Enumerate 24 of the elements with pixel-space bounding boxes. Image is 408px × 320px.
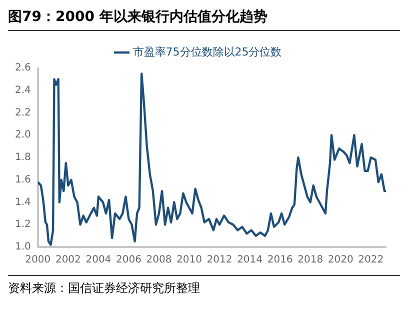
x-tick-label: 2008 (146, 254, 172, 266)
y-tick-label: 1.6 (14, 174, 31, 186)
x-tick-label: 2012 (206, 254, 232, 266)
x-tick-label: 2006 (116, 254, 142, 266)
chart-title: 图79：2000 年以来银行内估值分化趋势 (8, 8, 400, 31)
y-tick-label: 1.0 (14, 242, 31, 253)
x-tick-label: 2004 (86, 254, 112, 266)
y-tick-label: 1.2 (14, 219, 31, 230)
x-tick-label: 2020 (328, 254, 354, 266)
x-tick-label: 2014 (237, 254, 263, 266)
x-tick-label: 2022 (358, 254, 384, 266)
text: 资料来源：国信证券经济研究所整理 (8, 275, 400, 297)
y-tick-label: 2.0 (14, 130, 31, 141)
x-tick-label: 2002 (55, 254, 81, 266)
y-tick-label: 2.6 (14, 62, 31, 74)
legend-label: 市盈率75分位数除以25分位数 (132, 45, 282, 58)
y-tick-label: 2.2 (14, 107, 31, 118)
x-tick-label: 2000 (25, 254, 51, 266)
x-tick-label: 2016 (267, 254, 293, 266)
x-tick-label: 2018 (298, 254, 324, 266)
x-tick-label: 2010 (176, 254, 202, 266)
y-tick-label: 1.4 (14, 196, 31, 208)
y-tick-label: 2.4 (14, 84, 31, 96)
y-tick-label: 1.8 (14, 152, 31, 164)
